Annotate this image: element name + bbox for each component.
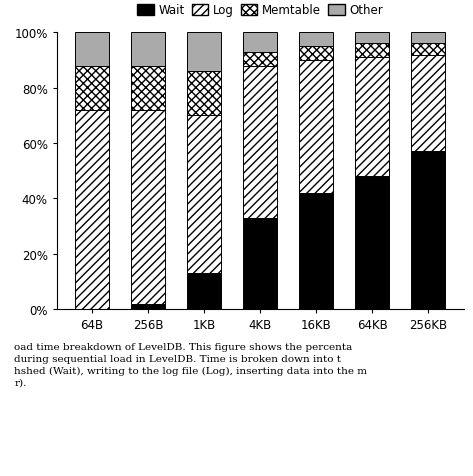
Bar <box>75 67 109 110</box>
Bar <box>187 274 221 309</box>
Bar <box>355 33 389 44</box>
Text: oad time breakdown of LevelDB. This figure shows the percenta
during sequential : oad time breakdown of LevelDB. This figu… <box>14 343 367 387</box>
Bar <box>243 33 277 53</box>
Legend: Wait, Log, Memtable, Other: Wait, Log, Memtable, Other <box>132 0 388 22</box>
Bar <box>299 193 333 309</box>
Bar <box>355 44 389 58</box>
Bar <box>299 61 333 193</box>
Bar <box>412 152 445 309</box>
Bar <box>187 33 221 72</box>
Bar <box>131 304 165 309</box>
Bar <box>412 44 445 55</box>
Bar <box>243 67 277 218</box>
Bar <box>131 67 165 110</box>
Bar <box>412 55 445 152</box>
Bar <box>131 33 165 67</box>
Bar <box>75 33 109 67</box>
Bar <box>75 110 109 309</box>
Bar <box>243 53 277 67</box>
Bar <box>412 33 445 44</box>
Bar <box>131 110 165 304</box>
Bar <box>299 33 333 47</box>
Bar <box>187 116 221 274</box>
Bar <box>243 218 277 309</box>
Bar <box>299 47 333 61</box>
Bar <box>187 72 221 116</box>
Bar <box>355 58 389 177</box>
Bar <box>355 177 389 309</box>
